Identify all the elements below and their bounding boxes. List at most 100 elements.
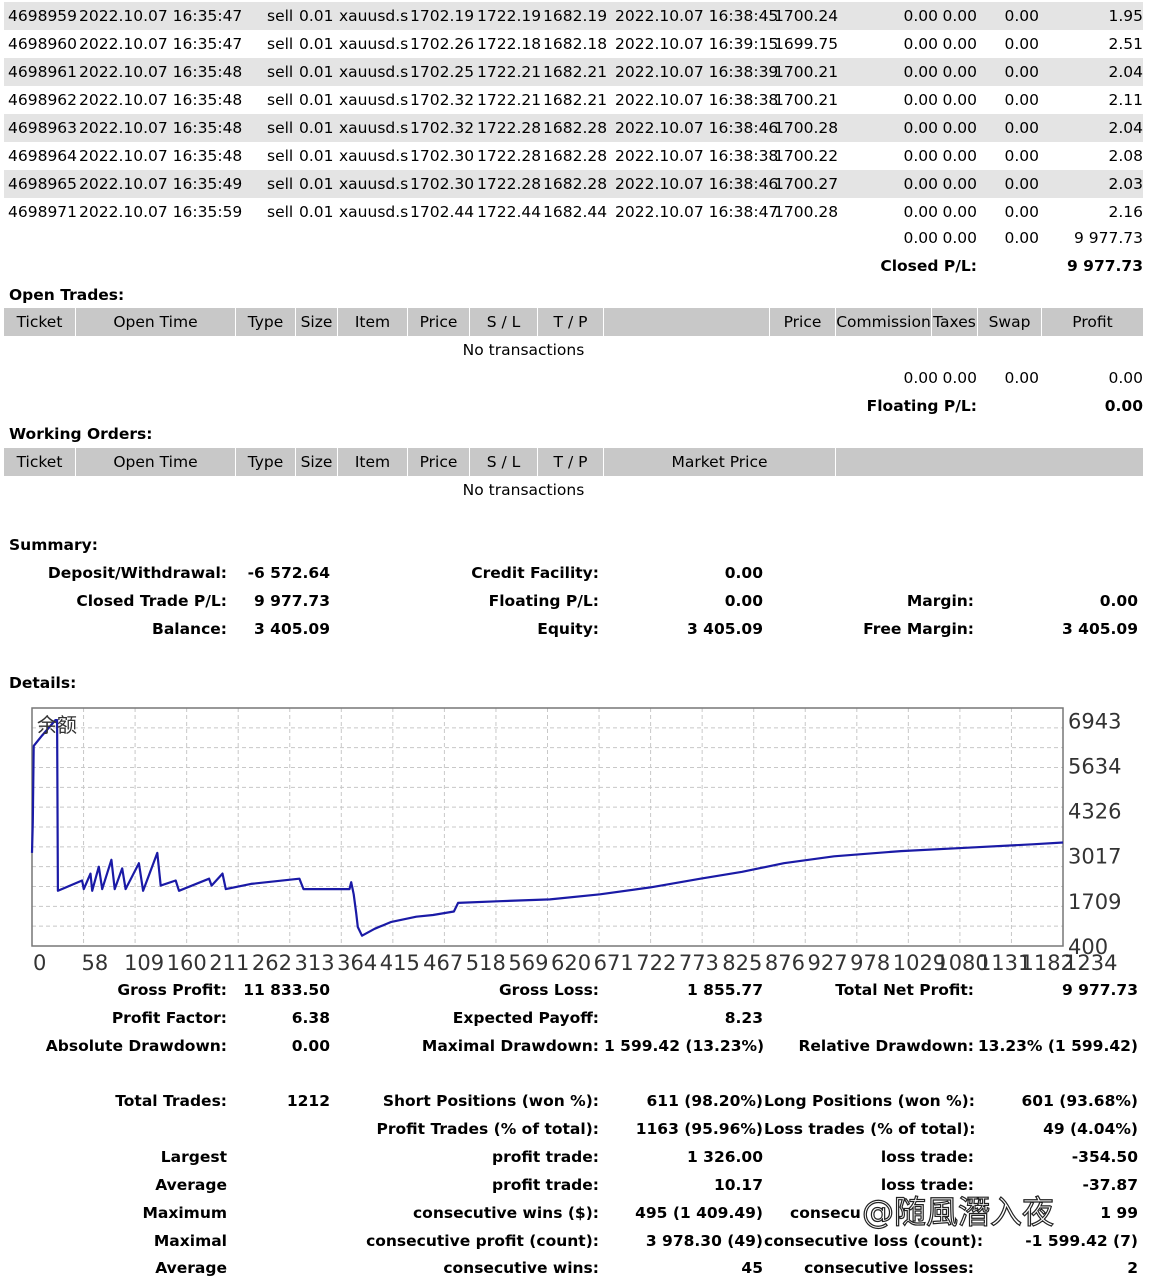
- average-loss-label: loss trade:: [880, 1176, 974, 1194]
- cell-price: 1702.44: [410, 203, 475, 221]
- cell-type: sell: [267, 147, 294, 165]
- cell-close-time: 2022.10.07 16:38:38: [615, 91, 779, 109]
- credit-value: 0.00: [724, 564, 763, 582]
- col-market-price: Market Price: [604, 448, 836, 476]
- avg-consecutive-losses-value: 2: [1127, 1259, 1138, 1277]
- closed-pl-value: 9 977.73: [1067, 257, 1143, 275]
- cell-ticket: 4698961: [8, 63, 78, 81]
- closed-trade-label: Closed Trade P/L:: [76, 592, 227, 610]
- average-profit-label: profit trade:: [491, 1176, 599, 1194]
- details-title: Details:: [9, 674, 77, 692]
- cell-profit: 2.11: [1108, 91, 1143, 109]
- x-tick-label: 211: [209, 951, 249, 974]
- profit-trades-label: Profit Trades (% of total):: [376, 1120, 599, 1138]
- cell-sl: 1722.28: [477, 147, 542, 165]
- cell-ticket: 4698971: [8, 203, 78, 221]
- relative-drawdown-label: Relative Drawdown:: [798, 1037, 974, 1055]
- cell-price: 1702.30: [410, 175, 475, 193]
- cell-commission: 0.00: [903, 91, 938, 109]
- absolute-drawdown-label: Absolute Drawdown:: [45, 1037, 227, 1055]
- y-tick-label: 1709: [1068, 890, 1121, 914]
- closed-pl-label: Closed P/L:: [880, 257, 977, 275]
- cell-price: 1702.32: [410, 91, 475, 109]
- cell-open-time: 2022.10.07 16:35:48: [79, 63, 243, 81]
- maximal-drawdown-label: Maximal Drawdown:: [421, 1037, 599, 1055]
- open-profit: 0.00: [1108, 369, 1143, 387]
- cell-type: sell: [267, 203, 294, 221]
- maximal-drawdown-value: 1 599.42 (13.23%): [604, 1037, 765, 1055]
- col-size: Size: [296, 448, 338, 476]
- col-type: Type: [236, 448, 296, 476]
- maximal-consecutive-profit-label: consecutive profit (count):: [366, 1232, 599, 1250]
- x-tick-label: 313: [295, 951, 335, 974]
- working-orders-empty: No transactions: [462, 481, 585, 499]
- cell-size: 0.01: [299, 119, 334, 137]
- x-tick-label: 1029: [893, 951, 946, 974]
- col-commission: Commission: [836, 308, 932, 336]
- free-margin-value: 3 405.09: [1062, 620, 1138, 638]
- x-tick-label: 415: [380, 951, 420, 974]
- x-tick-label: 109: [124, 951, 164, 974]
- cell-sl: 1722.21: [477, 63, 542, 81]
- largest-profit-label: profit trade:: [491, 1148, 599, 1166]
- margin-value: 0.00: [1099, 592, 1138, 610]
- cell-close-price: 1700.22: [774, 147, 839, 165]
- col-blank: [836, 448, 1143, 476]
- largest-profit-value: 1 326.00: [687, 1148, 763, 1166]
- balance-chart: 6943 5634 4326 3017 1709 400 0 58 109 160 211 262 31…: [30, 707, 1121, 974]
- cell-commission: 0.00: [903, 119, 938, 137]
- relative-drawdown-value: 13.23% (1 599.42): [977, 1037, 1138, 1055]
- cell-commission: 0.00: [903, 203, 938, 221]
- cell-size: 0.01: [299, 7, 334, 25]
- col-sl: S / L: [470, 308, 538, 336]
- cell-type: sell: [267, 175, 294, 193]
- closed-trade-value: 9 977.73: [254, 592, 330, 610]
- cell-open-time: 2022.10.07 16:35:47: [79, 35, 243, 53]
- working-orders-header: Ticket Open Time Type Size Item Price S …: [4, 448, 1143, 476]
- cell-item: xauusd.s: [339, 119, 409, 137]
- short-positions-label: Short Positions (won %):: [382, 1092, 599, 1110]
- cell-close-time: 2022.10.07 16:38:38: [615, 147, 779, 165]
- col-ticket: Ticket: [4, 448, 76, 476]
- long-positions-label: Long Positions (won %):: [764, 1092, 975, 1110]
- y-tick-label: 3017: [1068, 845, 1121, 869]
- average-2-label: Average: [155, 1259, 227, 1277]
- floating-value: 0.00: [724, 592, 763, 610]
- largest-loss-label: loss trade:: [880, 1148, 974, 1166]
- cell-taxes: 0.00: [942, 147, 977, 165]
- maximal-consecutive-loss-label: consecutive loss (count):: [764, 1232, 984, 1250]
- x-tick-label: 978: [850, 951, 890, 974]
- cell-ticket: 4698959: [8, 7, 78, 25]
- cell-item: xauusd.s: [339, 175, 409, 193]
- absolute-drawdown-value: 0.00: [291, 1037, 330, 1055]
- cell-profit: 2.04: [1108, 63, 1143, 81]
- cell-taxes: 0.00: [942, 35, 977, 53]
- col-tp: T / P: [538, 448, 604, 476]
- statistics-last-row: Average consecutive wins: 45 consecutive…: [4, 1255, 1143, 1279]
- cell-open-time: 2022.10.07 16:35:48: [79, 119, 243, 137]
- cell-profit: 2.08: [1108, 147, 1143, 165]
- cell-tp: 1682.28: [543, 175, 608, 193]
- col-price-2: Price: [770, 308, 836, 336]
- cell-item: xauusd.s: [339, 35, 409, 53]
- average-loss-value: -37.87: [1082, 1176, 1138, 1194]
- cell-swap: 0.00: [1004, 63, 1039, 81]
- cell-swap: 0.00: [1004, 147, 1039, 165]
- cell-size: 0.01: [299, 63, 334, 81]
- table-row: 4698962 2022.10.07 16:35:48 sell 0.01 xauusd…: [4, 86, 1143, 114]
- cell-item: xauusd.s: [339, 91, 409, 109]
- cell-ticket: 4698965: [8, 175, 78, 193]
- y-tick-label: 4326: [1068, 800, 1121, 824]
- profit-factor-value: 6.38: [291, 1009, 330, 1027]
- closed-trades-totals: 0.00 0.00 0.00 9 977.73: [4, 224, 1143, 252]
- balance-label: Balance:: [152, 620, 227, 638]
- cell-tp: 1682.44: [543, 203, 608, 221]
- x-tick-label: 1131: [978, 951, 1031, 974]
- total-net-value: 9 977.73: [1062, 981, 1138, 999]
- total-net-label: Total Net Profit:: [835, 981, 974, 999]
- open-trades-totals: 0.00 0.00 0.00 0.00: [4, 364, 1143, 392]
- maximal-label: Maximal: [153, 1232, 227, 1250]
- x-tick-label: 518: [466, 951, 506, 974]
- x-tick-label: 364: [337, 951, 377, 974]
- cell-price: 1702.26: [410, 35, 475, 53]
